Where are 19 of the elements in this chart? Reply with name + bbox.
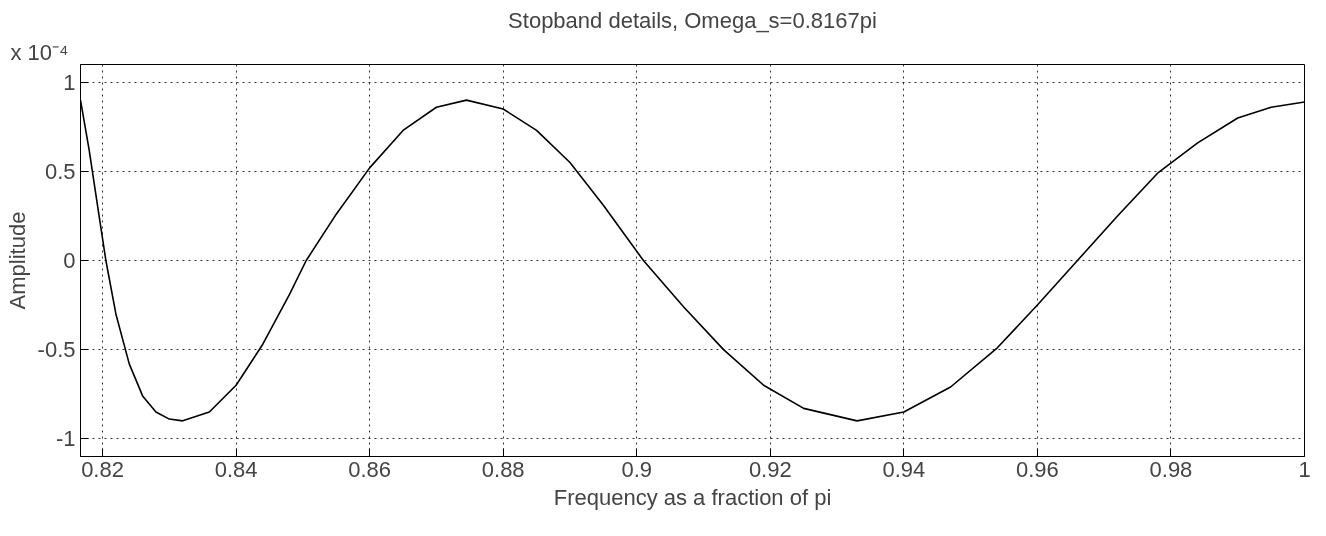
text: x 10⁻⁴ — [10, 39, 69, 65]
x-tick-label: 0.84 — [214, 456, 258, 482]
y-tick-label: 1 — [63, 69, 76, 95]
y-tick-label: 0.5 — [44, 158, 76, 184]
x-tick-label: 0.9 — [621, 456, 653, 482]
y-tick-label: -1 — [55, 426, 76, 452]
chart-title: Stopband details, Omega_s=0.8167pi — [508, 7, 877, 33]
x-tick-label: 0.92 — [748, 456, 792, 482]
y-axis-title: Amplitude — [4, 211, 30, 310]
y-tick-label: 0 — [63, 248, 76, 273]
x-tick-label: 0.94 — [882, 456, 926, 482]
x-tick-label: 0.88 — [481, 456, 525, 482]
x-tick-label: 0.86 — [348, 456, 392, 482]
x-tick-label: 1 — [1298, 456, 1311, 482]
x-tick-label: 0.98 — [1149, 456, 1193, 482]
x-tick-label: 0.96 — [1015, 456, 1059, 482]
x-tick-label: 0.82 — [81, 456, 124, 482]
y-tick-label: -0.5 — [37, 337, 76, 363]
x-axis-title: Frequency as a fraction of pi — [553, 484, 832, 510]
